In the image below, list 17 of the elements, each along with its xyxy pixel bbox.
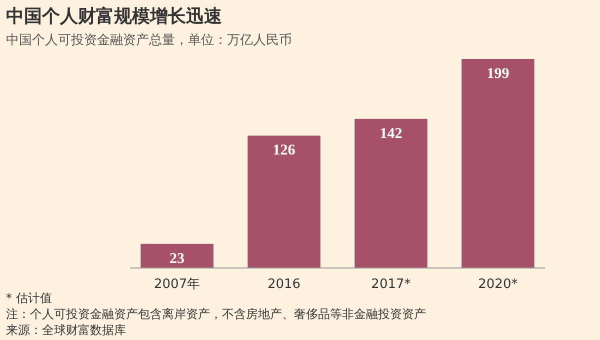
data-label: 126 bbox=[272, 142, 296, 159]
source-note: 来源：全球财富数据库 bbox=[6, 323, 126, 337]
x-tick-label: 2016 bbox=[267, 277, 301, 292]
bar bbox=[354, 118, 428, 268]
chart-subtitle: 中国个人可投资金融资产总量，单位：万亿人民币 bbox=[6, 33, 292, 48]
x-tick-label: 2007年 bbox=[154, 277, 200, 292]
text: 注：个人可投资金融资产包含离岸资产，不含房地产、奢侈品等非金融投资资产 bbox=[6, 307, 426, 321]
x-tick-label: 2017* bbox=[371, 277, 412, 292]
bar bbox=[462, 59, 534, 268]
text: * 估计值 bbox=[6, 291, 52, 305]
data-label: 23 bbox=[170, 250, 185, 267]
chart-title: 中国个人财富规模增长迅速 bbox=[6, 6, 222, 27]
bar bbox=[248, 136, 320, 268]
data-label: 199 bbox=[486, 66, 510, 82]
x-tick-label: 2020* bbox=[478, 277, 518, 292]
bar bbox=[140, 244, 214, 268]
data-label: 142 bbox=[380, 126, 402, 142]
